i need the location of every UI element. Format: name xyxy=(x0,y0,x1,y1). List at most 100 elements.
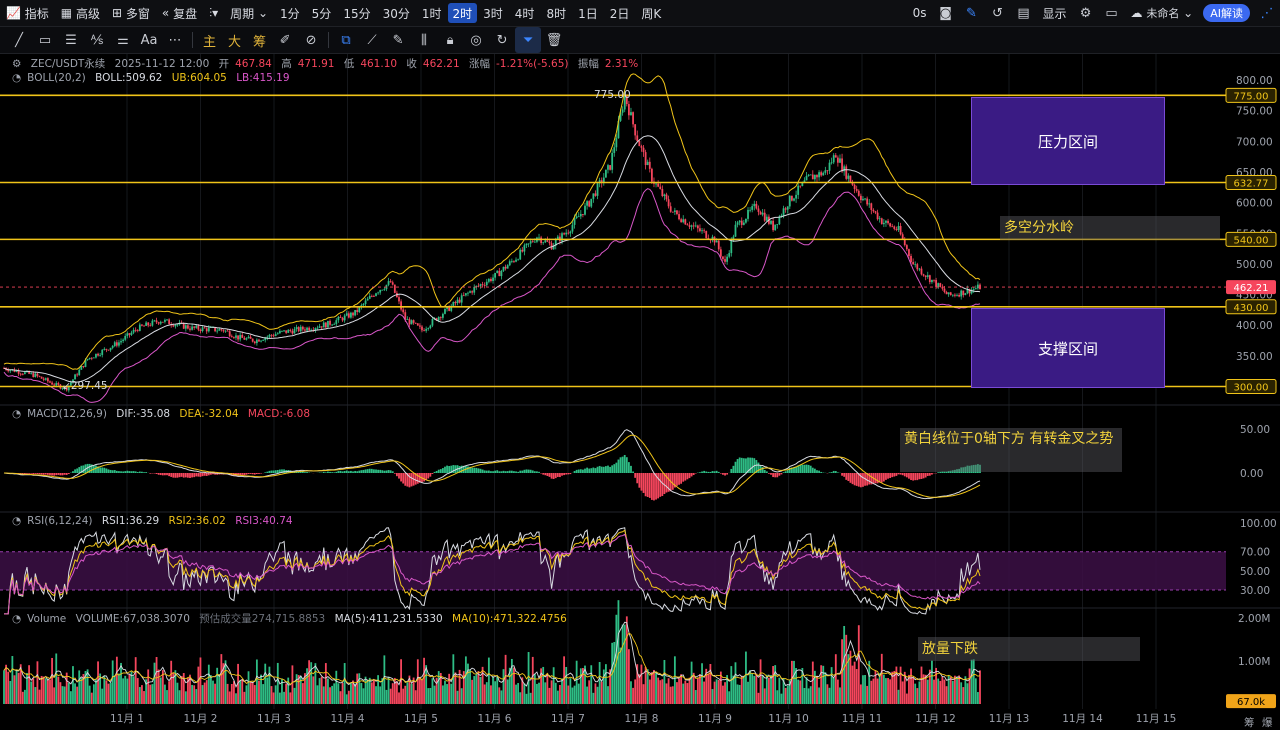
magnet-icon[interactable]: ↻ xyxy=(489,27,515,53)
share-icon[interactable]: ⋰ xyxy=(1254,0,1280,26)
macd-bar xyxy=(191,473,193,477)
display-button[interactable]: 显示 xyxy=(1037,0,1073,26)
cloud-layout-dropdown[interactable]: ☁ 未命名 ⌄ xyxy=(1125,0,1200,26)
macd-bar xyxy=(356,471,358,473)
copy-icon[interactable]: ⧉ xyxy=(333,27,359,53)
replay-button[interactable]: « 复盘 xyxy=(156,0,203,26)
candle xyxy=(231,336,233,337)
candle xyxy=(110,348,112,350)
macd-bar xyxy=(618,460,620,473)
period-1h[interactable]: 1时 xyxy=(416,0,448,26)
macd-bar xyxy=(128,471,130,473)
macd-bar xyxy=(183,473,185,478)
volume-bar xyxy=(812,662,814,704)
date-tick: 11月 14 xyxy=(1062,713,1103,725)
eye-icon[interactable]: ◎ xyxy=(463,27,489,53)
layout-icon[interactable]: ▭ xyxy=(1099,0,1125,26)
period-1m[interactable]: 1分 xyxy=(274,0,306,26)
pen-icon[interactable]: ✎ xyxy=(959,0,985,26)
ai-interpret-button[interactable]: AI解读 xyxy=(1203,4,1250,22)
candle-type-button[interactable]: ⫶▾ xyxy=(203,0,224,26)
macd-bar xyxy=(795,467,797,473)
candle xyxy=(810,175,812,176)
trendline-icon[interactable]: ╱ xyxy=(6,27,32,53)
volume-bar xyxy=(931,661,933,704)
macd-bar xyxy=(106,468,108,473)
volume-bar xyxy=(818,687,820,704)
macd-bar xyxy=(358,471,360,473)
period-2h[interactable]: 2时 xyxy=(448,3,478,23)
period-15m[interactable]: 15分 xyxy=(337,0,376,26)
candle xyxy=(770,221,772,224)
period-1w[interactable]: 周K xyxy=(635,0,667,26)
candle xyxy=(287,330,289,333)
main-chart-tool[interactable]: 主 xyxy=(197,31,222,50)
volume-bar xyxy=(691,662,693,704)
fib-icon[interactable]: ⅍ xyxy=(84,27,110,53)
period-5m[interactable]: 5分 xyxy=(306,0,338,26)
trash-icon[interactable]: 🗑︎ xyxy=(541,27,567,53)
big-order-tool[interactable]: 大 xyxy=(222,31,247,50)
parallel-lines-icon[interactable]: ☰ xyxy=(58,27,84,53)
adjust-icon[interactable]: ⚌ xyxy=(110,27,136,53)
period-8h[interactable]: 8时 xyxy=(540,0,572,26)
macd-bar xyxy=(337,471,339,473)
candle xyxy=(57,383,59,385)
eraser-icon[interactable]: ⊘ xyxy=(298,27,324,53)
volume-bar xyxy=(918,681,920,704)
period-3h[interactable]: 3时 xyxy=(477,0,509,26)
candle xyxy=(335,320,337,324)
period-30m[interactable]: 30分 xyxy=(377,0,416,26)
volume-bar xyxy=(935,668,937,704)
candle xyxy=(864,199,866,200)
macd-bar xyxy=(745,458,747,473)
brush-icon[interactable]: ✎ xyxy=(385,27,411,53)
volume-bar xyxy=(156,657,158,704)
lock-icon[interactable]: 🔒︎ xyxy=(437,27,463,53)
candle xyxy=(87,359,89,360)
volume-bar xyxy=(327,678,329,704)
period-4h[interactable]: 4时 xyxy=(509,0,541,26)
macd-bar xyxy=(927,473,929,476)
macd-bar xyxy=(486,471,488,473)
advanced-button[interactable]: ▦ 高级 xyxy=(55,0,106,26)
rectangle-icon[interactable]: ▭ xyxy=(32,27,58,53)
volume-bar xyxy=(768,678,770,704)
macd-bar xyxy=(325,472,327,473)
macd-bar xyxy=(553,473,555,479)
volume-bar xyxy=(225,660,227,704)
macd-bar xyxy=(737,459,739,473)
candle xyxy=(609,165,611,170)
multi-window-button[interactable]: ⊞ 多窗 xyxy=(106,0,156,26)
indicator-button[interactable]: 📈 指标 xyxy=(0,0,55,26)
volume-bar xyxy=(879,673,881,704)
footer-chip[interactable]: 筹 xyxy=(1244,715,1255,730)
chip-tool[interactable]: 筹 xyxy=(247,31,272,50)
macd-bar xyxy=(910,473,912,480)
bars-icon[interactable]: ⫼ xyxy=(411,27,437,53)
macd-bar xyxy=(392,471,394,473)
gear-icon[interactable]: ⚙ xyxy=(1073,0,1099,26)
volume-bar xyxy=(921,667,923,704)
camera-icon[interactable]: ◙ xyxy=(933,0,959,26)
footer-liquidation[interactable]: 爆 xyxy=(1262,715,1273,730)
period-1d[interactable]: 1日 xyxy=(572,0,604,26)
candle xyxy=(99,355,101,356)
ruler-icon[interactable]: ⟋ xyxy=(359,27,385,53)
filter-icon[interactable]: ⏷ xyxy=(515,27,541,53)
more-icon[interactable]: ⋯ xyxy=(162,27,188,53)
period-2d[interactable]: 2日 xyxy=(604,0,636,26)
candle xyxy=(304,329,306,330)
volume-bar xyxy=(279,693,281,704)
text-tool-icon[interactable]: Aa xyxy=(136,27,162,53)
macd-bar xyxy=(544,473,546,475)
undo-icon[interactable]: ↺ xyxy=(985,0,1011,26)
period-dropdown[interactable]: 周期 ⌄ xyxy=(224,0,274,26)
edit-icon[interactable]: ✐ xyxy=(272,27,298,53)
vol-ma5 xyxy=(4,622,980,687)
candle xyxy=(16,371,18,372)
volume-bar xyxy=(126,679,128,704)
save-icon[interactable]: ▤ xyxy=(1011,0,1037,26)
macd-bar xyxy=(367,469,369,473)
macd-bar xyxy=(680,473,682,484)
